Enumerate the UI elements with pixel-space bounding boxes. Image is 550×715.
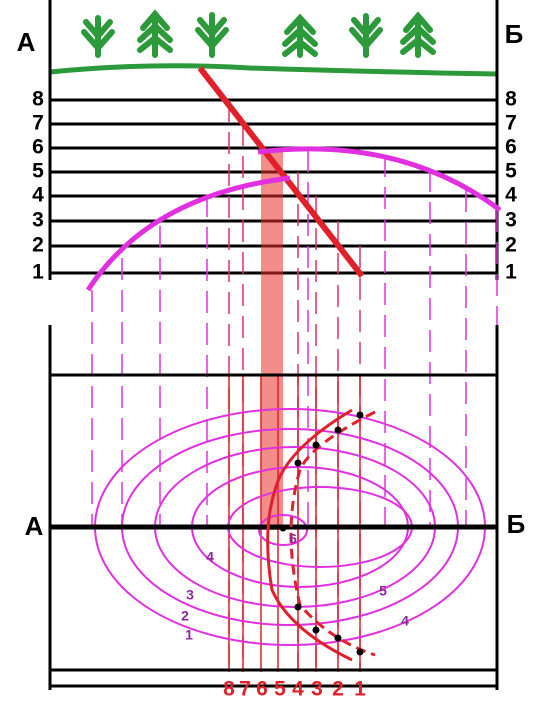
fault-line [197,66,365,278]
level-label: 1 [32,261,44,284]
red-verticals [228,375,361,672]
contour-label: 4 [401,613,409,629]
level-label: 3 [32,209,44,232]
bed-projection [261,150,283,530]
section-frame [48,0,499,280]
line-number: 6 [256,678,268,701]
level-label: 5 [32,160,44,183]
contour-label: 2 [181,608,189,624]
line-number: 3 [311,678,323,701]
level-label: 6 [505,136,517,159]
line-number: 7 [239,678,251,701]
level-label: 8 [505,88,517,111]
level-label: 3 [505,209,517,232]
label: Б [507,509,526,539]
contour-label: 3 [186,587,194,603]
label: А [17,27,36,57]
level-label: 8 [32,88,44,111]
ground [49,63,498,77]
level-label: 4 [32,184,44,207]
fold-arc [257,146,502,213]
level-label: 7 [505,112,517,135]
line-number: 5 [274,678,286,701]
level-label: 4 [505,184,517,207]
fault-trace [266,408,353,662]
line-number: 2 [332,678,344,701]
line-number: 4 [292,678,304,701]
contour-label: 5 [379,583,387,599]
map-frame [48,325,499,690]
points [279,411,364,656]
contour-label: 4 [206,549,214,565]
level-label: 5 [505,160,517,183]
label: А [25,511,44,541]
line-number: 1 [354,678,366,701]
level-label: 1 [505,261,517,284]
fold-arc [85,175,291,292]
contour-label: 6 [289,531,297,547]
level-label: 2 [32,234,44,257]
contour-label: 1 [185,627,193,643]
label: Б [505,19,524,49]
line-number: 8 [223,678,235,701]
level-label: 7 [32,112,44,135]
trees [81,9,436,58]
level-label: 6 [32,136,44,159]
level-label: 2 [505,234,517,257]
bed-trace [289,410,376,657]
